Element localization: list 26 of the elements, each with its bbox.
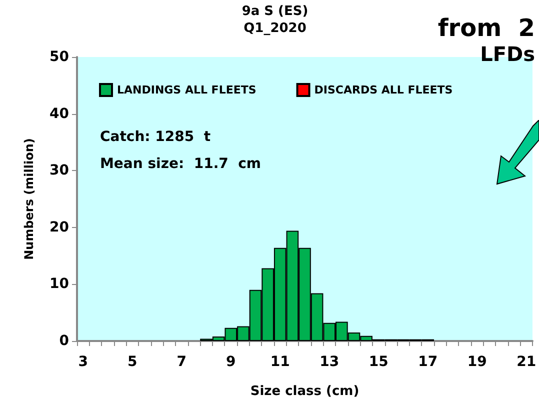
text: from 2 bbox=[438, 14, 536, 42]
annotation: Mean size: 11.7 cm bbox=[100, 156, 262, 172]
x-tick-label: 11 bbox=[270, 354, 290, 370]
y-tick-label: 0 bbox=[59, 333, 70, 349]
x-tick-label: 7 bbox=[176, 354, 187, 370]
chart-title: 9a S (ES) bbox=[242, 4, 308, 19]
y-tick-label: 20 bbox=[50, 219, 70, 236]
x-tick-label: 5 bbox=[128, 354, 138, 370]
y-tick-label: 40 bbox=[50, 106, 70, 122]
x-tick-label: 21 bbox=[516, 354, 536, 370]
x-tick-label: 3 bbox=[78, 354, 88, 370]
y-axis-title: Numbers (million) bbox=[22, 138, 36, 260]
legend-label: LANDINGS ALL FLEETS bbox=[117, 84, 256, 96]
x-tick-label: 9 bbox=[226, 354, 236, 370]
annotation: LFDs bbox=[480, 42, 536, 66]
annotation: Catch: 1285 t bbox=[100, 129, 211, 145]
x-tick-label: 17 bbox=[418, 354, 438, 370]
chart-subtitle: Q1_2020 bbox=[244, 21, 306, 36]
x-axis-title: Size class (cm) bbox=[250, 384, 360, 399]
x-tick-label: 19 bbox=[467, 354, 487, 370]
y-tick-label: 30 bbox=[50, 162, 70, 179]
y-tick-label: 10 bbox=[50, 276, 70, 292]
y-tick-label: 50 bbox=[50, 49, 70, 65]
legend-label: DISCARDS ALL FLEETS bbox=[314, 84, 453, 96]
x-tick-label: 15 bbox=[368, 354, 388, 370]
x-tick-label: 13 bbox=[320, 354, 340, 370]
